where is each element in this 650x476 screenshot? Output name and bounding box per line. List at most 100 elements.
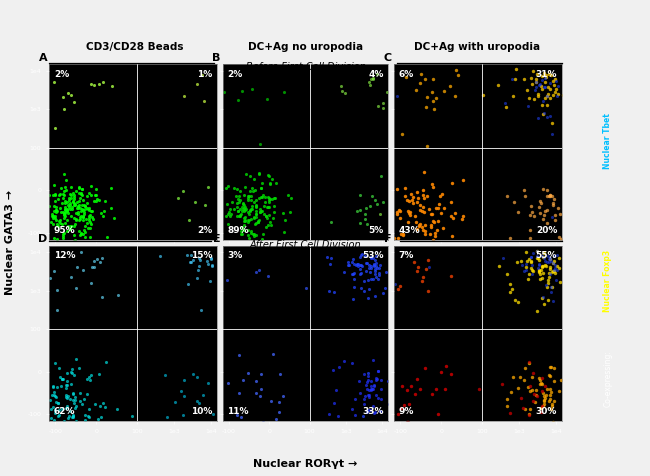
Point bbox=[363, 369, 373, 377]
Point bbox=[373, 102, 384, 110]
Point bbox=[541, 288, 551, 295]
Point bbox=[524, 411, 534, 418]
Point bbox=[243, 231, 254, 238]
Point bbox=[256, 193, 266, 201]
Point bbox=[175, 258, 185, 265]
Point bbox=[202, 74, 212, 81]
Point bbox=[60, 212, 71, 219]
Point bbox=[422, 288, 433, 295]
Point bbox=[73, 227, 84, 235]
Point bbox=[51, 220, 62, 228]
Point bbox=[457, 215, 467, 222]
Point bbox=[84, 224, 95, 232]
Point bbox=[554, 265, 564, 272]
Point bbox=[73, 204, 84, 212]
Point bbox=[60, 203, 71, 211]
Point bbox=[412, 376, 423, 383]
Point bbox=[264, 172, 274, 179]
Point bbox=[76, 212, 86, 220]
Point bbox=[418, 191, 428, 199]
Point bbox=[541, 71, 551, 79]
Point bbox=[85, 377, 96, 384]
Point bbox=[60, 187, 71, 194]
Point bbox=[532, 255, 542, 262]
Point bbox=[356, 261, 367, 269]
Point bbox=[441, 363, 451, 370]
Point bbox=[526, 80, 537, 88]
Point bbox=[432, 227, 442, 234]
Point bbox=[353, 260, 363, 268]
Point bbox=[77, 185, 87, 193]
Point bbox=[420, 221, 430, 229]
Point bbox=[396, 382, 407, 390]
Point bbox=[552, 90, 563, 98]
Point bbox=[64, 190, 75, 198]
Point bbox=[545, 388, 556, 396]
Point bbox=[257, 418, 268, 426]
Point bbox=[370, 374, 381, 381]
Point bbox=[515, 257, 526, 265]
Point bbox=[539, 392, 549, 400]
Point bbox=[66, 205, 77, 213]
Point bbox=[357, 105, 367, 113]
Point bbox=[364, 285, 374, 293]
Text: 5%: 5% bbox=[369, 226, 383, 235]
Point bbox=[408, 199, 418, 207]
Point bbox=[100, 358, 110, 366]
Point bbox=[1, 195, 12, 203]
Point bbox=[544, 433, 554, 440]
Point bbox=[88, 257, 99, 265]
Point bbox=[550, 211, 560, 219]
Point bbox=[428, 105, 439, 113]
Point bbox=[86, 279, 96, 287]
Point bbox=[558, 91, 568, 99]
Point bbox=[275, 370, 285, 377]
Point bbox=[70, 216, 81, 224]
Point bbox=[525, 383, 536, 390]
Point bbox=[333, 242, 344, 250]
Point bbox=[538, 253, 548, 261]
Point bbox=[369, 261, 379, 268]
Point bbox=[529, 212, 539, 220]
Point bbox=[344, 249, 354, 257]
Point bbox=[224, 213, 235, 220]
Point bbox=[60, 183, 71, 191]
Point bbox=[372, 277, 382, 285]
Point bbox=[69, 201, 79, 208]
Point bbox=[415, 201, 426, 209]
Point bbox=[525, 406, 535, 413]
Point bbox=[502, 395, 512, 402]
Point bbox=[390, 280, 400, 288]
Point bbox=[53, 399, 63, 407]
Point bbox=[239, 206, 250, 214]
Point bbox=[349, 260, 359, 268]
Point bbox=[362, 458, 372, 466]
Point bbox=[365, 253, 376, 261]
Point bbox=[239, 227, 249, 234]
Point bbox=[61, 207, 72, 215]
Point bbox=[493, 81, 503, 89]
Point bbox=[75, 389, 85, 397]
Point bbox=[76, 207, 86, 214]
Point bbox=[522, 87, 532, 94]
Point bbox=[244, 188, 255, 195]
Point bbox=[233, 195, 243, 202]
Point bbox=[510, 296, 521, 304]
Point bbox=[176, 275, 187, 283]
Point bbox=[238, 377, 248, 384]
Text: 53%: 53% bbox=[362, 251, 383, 260]
Point bbox=[72, 263, 82, 270]
Point bbox=[49, 182, 60, 189]
Point bbox=[355, 270, 365, 278]
Point bbox=[545, 386, 555, 393]
Point bbox=[538, 268, 548, 276]
Point bbox=[526, 253, 536, 260]
Point bbox=[547, 259, 558, 267]
Point bbox=[406, 382, 417, 389]
Point bbox=[249, 198, 259, 206]
Point bbox=[57, 405, 68, 413]
Point bbox=[244, 210, 254, 218]
Point bbox=[233, 351, 244, 359]
Point bbox=[92, 195, 103, 203]
Point bbox=[547, 130, 558, 138]
